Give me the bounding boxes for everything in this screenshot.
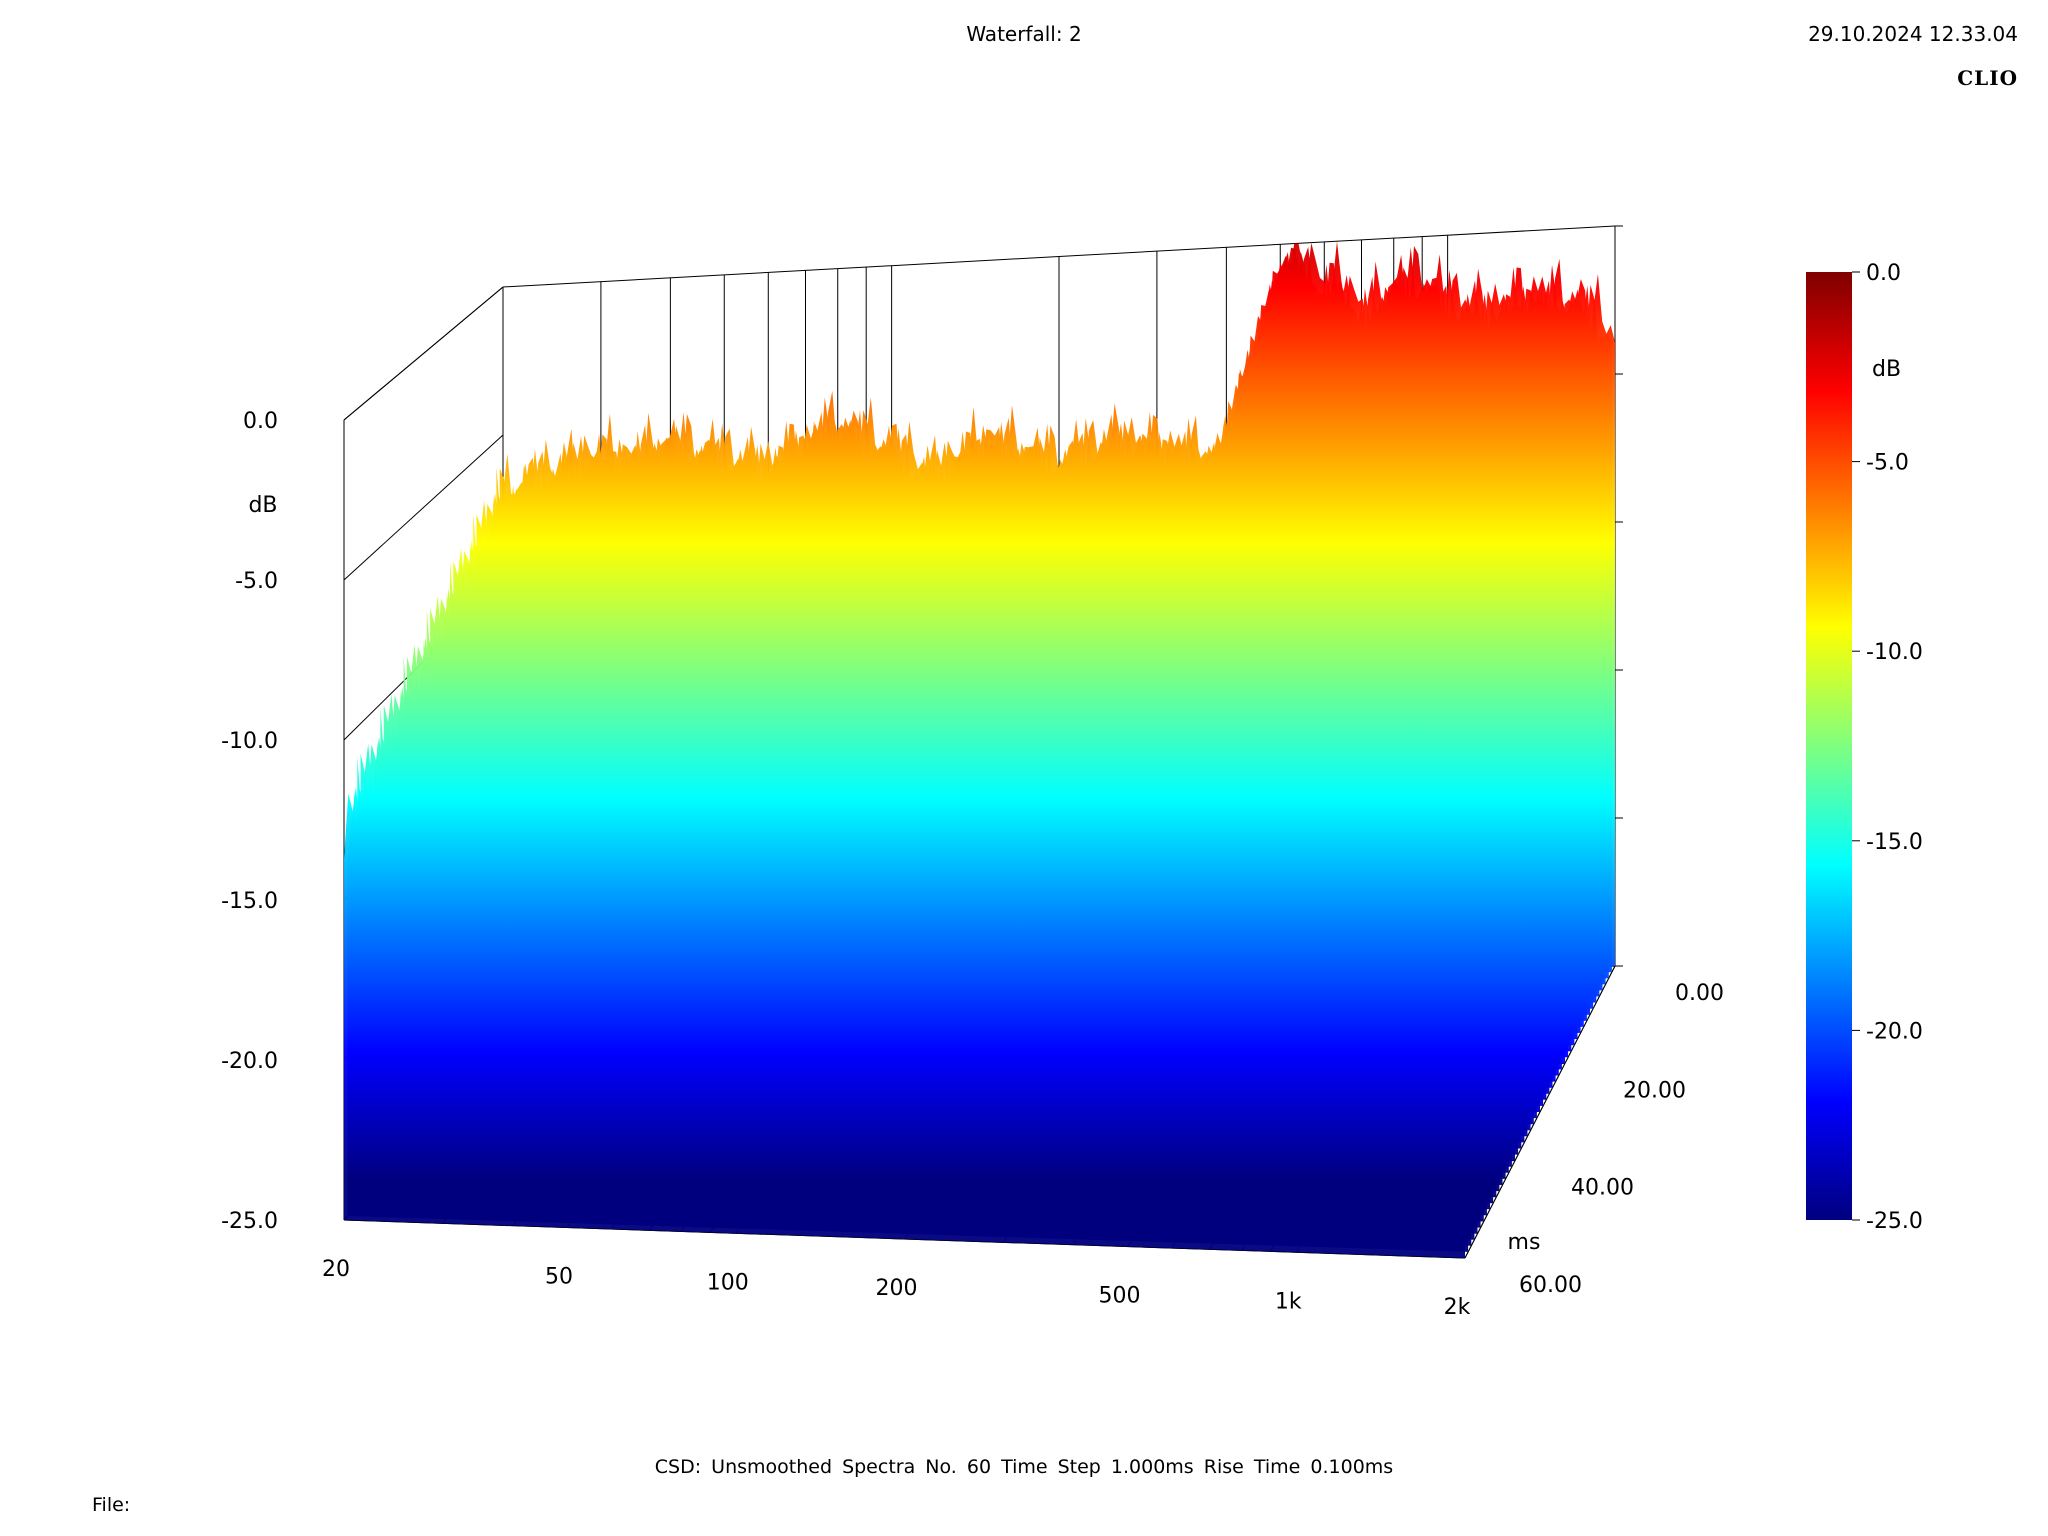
x-tick-label: 500 (1099, 1284, 1141, 1309)
z-tick-label: 40.00 (1571, 1176, 1634, 1201)
y-tick-label: -5.0 (235, 569, 278, 594)
y-tick-label: -25.0 (221, 1209, 278, 1234)
colorbar: dB 0.0 -5.0 -10.0 -15.0 -20.0 -25.0 (1806, 261, 1923, 1234)
x-tick-label: 20 (322, 1257, 350, 1282)
z-tick-label: 60.00 (1519, 1273, 1582, 1298)
y-tick-label: -10.0 (221, 729, 278, 754)
leftwall-db-gridline (343, 286, 504, 421)
colorbar-tick-label: -25.0 (1866, 1209, 1923, 1234)
waterfall-surface (344, 241, 1615, 1258)
x-tick-label: 2k (1444, 1295, 1471, 1320)
timestamp: 29.10.2024 12.33.04 (1808, 22, 2018, 46)
x-tick-label: 50 (545, 1265, 573, 1290)
axis-labels: dB ms 0.0 -5.0 -10.0 -15.0 -20.0 -25.0 20 50 100… (221, 409, 1724, 1320)
chart-title: Waterfall: 2 (966, 22, 1082, 46)
colorbar-tick-label: -20.0 (1866, 1019, 1923, 1044)
y-axis-unit-label: dB (248, 493, 277, 518)
colorbar-bar (1806, 272, 1852, 1220)
measurement-info: CSD: Unsmoothed Spectra No. 60 Time Step… (654, 1456, 1394, 1478)
x-tick-label: 100 (707, 1270, 749, 1295)
colorbar-tick-label: -5.0 (1866, 451, 1909, 476)
leftwall-db-gridline (343, 434, 504, 581)
spectrum-slice (344, 724, 1465, 1258)
y-tick-label: -20.0 (221, 1049, 278, 1074)
x-tick-label: 1k (1275, 1289, 1302, 1314)
colorbar-tick-label: 0.0 (1866, 261, 1901, 286)
file-label: File: (92, 1494, 131, 1516)
colorbar-unit-label: dB (1872, 357, 1901, 382)
z-axis-unit-label: ms (1508, 1230, 1541, 1255)
z-tick-label: 20.00 (1623, 1078, 1686, 1103)
colorbar-tick-label: -10.0 (1866, 640, 1923, 665)
x-tick-label: 200 (876, 1276, 918, 1301)
brand-logo: CLIO (1957, 66, 2018, 90)
y-tick-label: 0.0 (243, 409, 278, 434)
z-tick-label: 0.00 (1675, 981, 1724, 1006)
y-tick-label: -15.0 (221, 889, 278, 914)
colorbar-tick-label: -15.0 (1866, 830, 1923, 855)
